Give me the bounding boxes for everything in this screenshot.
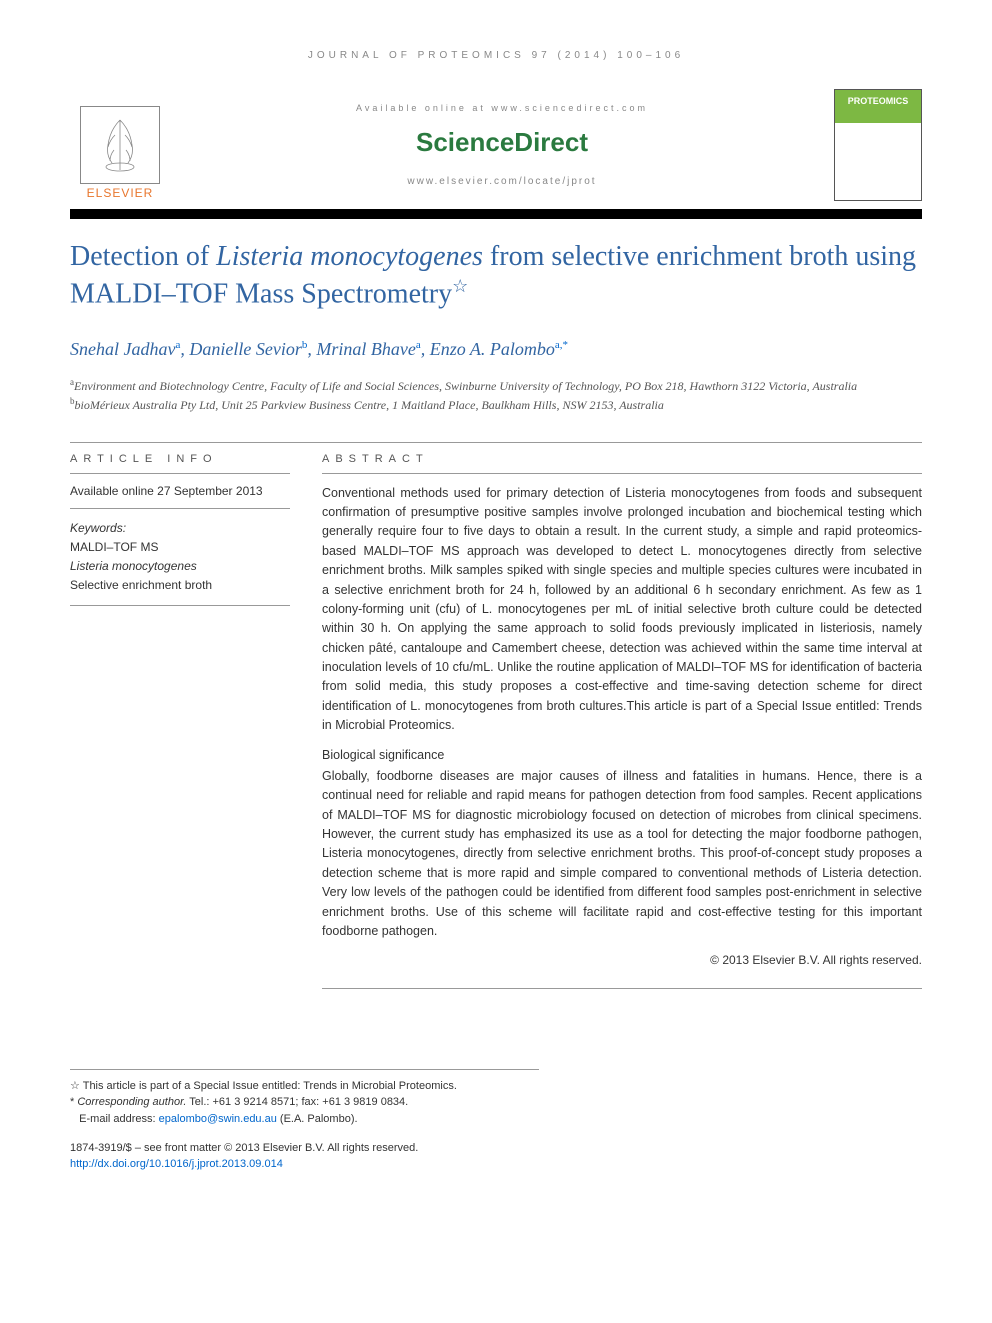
keyword: Selective enrichment broth	[70, 576, 290, 595]
footnote-email: E-mail address: epalombo@swin.edu.au (E.…	[70, 1111, 539, 1128]
abstract-bottom-divider	[322, 988, 922, 989]
elsevier-label: ELSEVIER	[87, 186, 154, 200]
article-info-column: ARTICLE INFO Available online 27 Septemb…	[70, 443, 290, 989]
page-footer: 1874-3919/$ – see front matter © 2013 El…	[70, 1141, 922, 1172]
footnotes: ☆ This article is part of a Special Issu…	[70, 1069, 539, 1128]
title-footnote-star-icon: ☆	[452, 276, 468, 296]
center-header: Available online at www.sciencedirect.co…	[170, 103, 834, 187]
affiliations: aEnvironment and Biotechnology Centre, F…	[70, 376, 922, 414]
journal-url[interactable]: www.elsevier.com/locate/jprot	[190, 176, 814, 187]
footnote-star: ☆ This article is part of a Special Issu…	[70, 1078, 539, 1095]
title-species: Listeria monocytogenes	[216, 241, 483, 272]
abstract-copyright: © 2013 Elsevier B.V. All rights reserved…	[322, 951, 922, 970]
author-list: Snehal Jadhava, Danielle Seviorb, Mrinal…	[70, 339, 922, 360]
abstract-paragraph: Globally, foodborne diseases are major c…	[322, 767, 922, 941]
running-head: JOURNAL OF PROTEOMICS 97 (2014) 100–106	[70, 50, 922, 61]
abstract-head: ABSTRACT	[322, 443, 922, 474]
sciencedirect-brand: ScienceDirect	[190, 127, 814, 158]
author: Enzo A. Palomboa,*	[430, 339, 568, 359]
author: Snehal Jadhava	[70, 339, 180, 359]
keyword: MALDI–TOF MS	[70, 538, 290, 557]
title-pre: Detection of	[70, 241, 216, 272]
affiliation-a: aEnvironment and Biotechnology Centre, F…	[70, 376, 922, 395]
abstract-body: Conventional methods used for primary de…	[322, 474, 922, 982]
author: Danielle Seviorb	[189, 339, 307, 359]
corresponding-author-mark[interactable]: *	[563, 339, 569, 351]
abstract-column: ABSTRACT Conventional methods used for p…	[322, 443, 922, 989]
biological-significance-head: Biological significance	[322, 746, 922, 765]
article-info-head: ARTICLE INFO	[70, 443, 290, 474]
author: Mrinal Bhavea	[316, 339, 420, 359]
affiliation-b: bbioMérieux Australia Pty Ltd, Unit 25 P…	[70, 395, 922, 414]
email-link[interactable]: epalombo@swin.edu.au	[159, 1113, 277, 1125]
footnote-corresponding: * Corresponding author. Tel.: +61 3 9214…	[70, 1094, 539, 1111]
available-online-date: Available online 27 September 2013	[70, 474, 290, 509]
article-title: Detection of Listeria monocytogenes from…	[70, 239, 922, 313]
journal-cover-title: PROTEOMICS	[848, 96, 909, 106]
keywords-block: Keywords: MALDI–TOF MS Listeria monocyto…	[70, 509, 290, 607]
footer-front-matter: 1874-3919/$ – see front matter © 2013 El…	[70, 1141, 922, 1156]
elsevier-logo: ELSEVIER	[70, 90, 170, 200]
available-online-text: Available online at www.sciencedirect.co…	[190, 103, 814, 113]
keyword: Listeria monocytogenes	[70, 557, 290, 576]
abstract-paragraph: Conventional methods used for primary de…	[322, 484, 922, 736]
header-block: ELSEVIER Available online at www.science…	[70, 89, 922, 209]
header-divider-bar	[70, 209, 922, 219]
elsevier-tree-icon	[80, 106, 160, 184]
doi-link[interactable]: http://dx.doi.org/10.1016/j.jprot.2013.0…	[70, 1158, 283, 1170]
journal-cover-thumbnail: PROTEOMICS	[834, 89, 922, 201]
keywords-label: Keywords:	[70, 521, 126, 535]
